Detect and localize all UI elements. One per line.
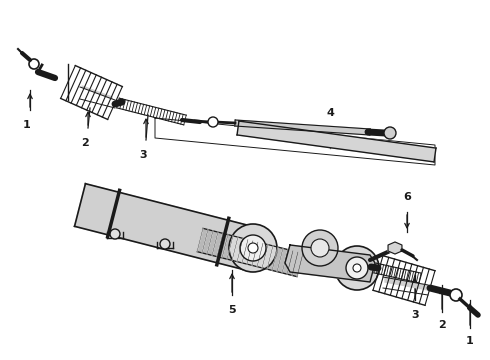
Text: 4: 4 bbox=[326, 108, 334, 118]
Text: 1: 1 bbox=[23, 120, 31, 130]
Polygon shape bbox=[388, 242, 402, 254]
Polygon shape bbox=[235, 120, 370, 135]
Circle shape bbox=[229, 224, 277, 272]
Circle shape bbox=[335, 246, 379, 290]
Text: 3: 3 bbox=[139, 150, 147, 160]
Circle shape bbox=[353, 264, 361, 272]
Circle shape bbox=[302, 230, 338, 266]
Text: 2: 2 bbox=[438, 320, 446, 330]
Circle shape bbox=[29, 59, 39, 69]
Circle shape bbox=[346, 257, 368, 279]
Polygon shape bbox=[82, 86, 112, 99]
Polygon shape bbox=[74, 184, 253, 269]
Circle shape bbox=[248, 243, 258, 253]
Polygon shape bbox=[197, 228, 303, 276]
Text: 5: 5 bbox=[228, 305, 236, 315]
Circle shape bbox=[160, 239, 170, 249]
Text: 6: 6 bbox=[403, 192, 411, 202]
Circle shape bbox=[384, 127, 396, 139]
Polygon shape bbox=[385, 277, 428, 290]
Polygon shape bbox=[237, 121, 436, 162]
Circle shape bbox=[311, 239, 329, 257]
Text: 3: 3 bbox=[411, 310, 419, 320]
Polygon shape bbox=[285, 245, 375, 282]
Circle shape bbox=[240, 235, 266, 261]
Text: 2: 2 bbox=[81, 138, 89, 148]
Circle shape bbox=[208, 117, 218, 127]
Circle shape bbox=[450, 289, 462, 301]
Circle shape bbox=[110, 229, 120, 239]
Text: 1: 1 bbox=[466, 336, 474, 346]
